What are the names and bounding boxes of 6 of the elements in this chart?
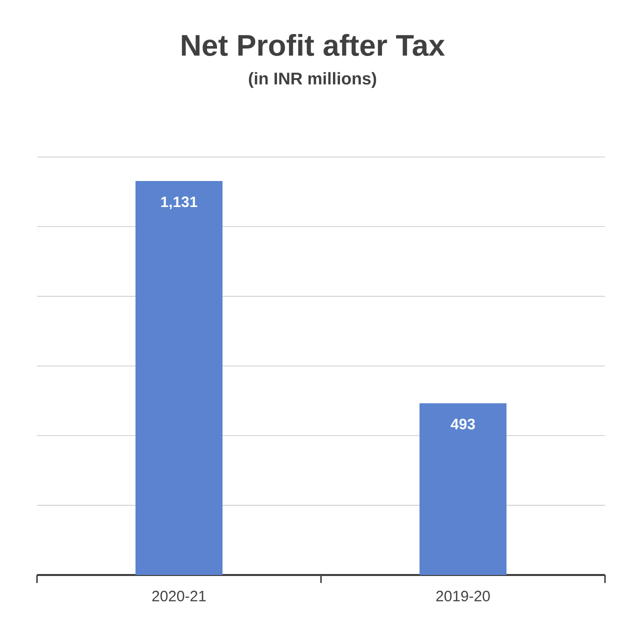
chart-title: Net Profit after Tax [182, 34, 445, 56]
chart-subtitle: (in INR millions) [248, 72, 376, 88]
x-tick-label: 2020-21 [152, 590, 206, 602]
data-label: 493 [450, 418, 475, 430]
x-tick-label: 2019-20 [436, 590, 490, 602]
data-label: 1,131 [161, 196, 198, 210]
